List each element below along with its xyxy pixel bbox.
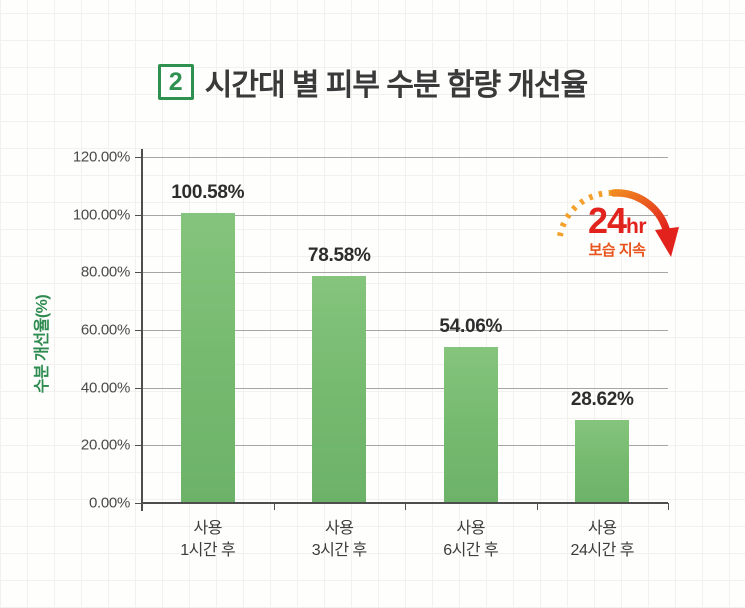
y-tick-label: 20.00% bbox=[80, 436, 130, 454]
y-tick-label: 120.00% bbox=[72, 148, 130, 166]
bar-4 bbox=[575, 420, 630, 503]
x-axis bbox=[141, 502, 668, 504]
y-tick-label: 0.00% bbox=[88, 494, 130, 512]
y-tick-label: 60.00% bbox=[80, 321, 130, 339]
x-axis-tick bbox=[405, 503, 406, 510]
x-category-label: 사용 1시간 후 bbox=[180, 520, 236, 559]
x-axis-tick bbox=[273, 503, 275, 510]
gridline-80 bbox=[142, 272, 668, 274]
24hr-badge-text: 24hr 보습 지속 bbox=[548, 203, 686, 260]
x-category-label: 사용 6시간 후 bbox=[443, 520, 499, 559]
bar-2 bbox=[312, 276, 367, 503]
24hr-moisture-badge: 24hr 보습 지속 bbox=[548, 184, 696, 270]
y-axis-tick bbox=[135, 157, 142, 158]
x-axis-tick bbox=[668, 503, 669, 510]
y-axis-tick bbox=[135, 330, 142, 331]
bar-1 bbox=[180, 212, 235, 503]
gridline-100 bbox=[142, 214, 668, 216]
gridline-120 bbox=[142, 157, 668, 158]
page-title: 시간대 별 피부 수분 함량 개선율 bbox=[204, 69, 588, 102]
bar-3 bbox=[443, 347, 498, 503]
y-axis-tick bbox=[135, 387, 142, 389]
bar-value-label: 54.06% bbox=[439, 316, 503, 338]
bar-value-label: 28.62% bbox=[570, 389, 634, 411]
y-axis-tick bbox=[135, 272, 142, 274]
x-axis-tick bbox=[536, 503, 538, 510]
bar-value-label: 78.58% bbox=[307, 245, 371, 267]
page-title-row: 2 시간대 별 피부 수분 함량 개선율 bbox=[0, 60, 745, 104]
y-tick-label: 40.00% bbox=[80, 379, 130, 397]
y-axis bbox=[141, 149, 143, 511]
bar-value-label: 100.58% bbox=[171, 181, 245, 203]
y-axis-tick bbox=[135, 214, 142, 216]
x-category-label: 사용 24시간 후 bbox=[570, 520, 635, 559]
24hr-unit: hr bbox=[626, 215, 647, 238]
y-tick-label: 80.00% bbox=[80, 263, 130, 281]
gridline-20 bbox=[142, 445, 668, 447]
gridline-60 bbox=[142, 330, 668, 331]
24hr-arc-arrow-icon bbox=[557, 189, 679, 257]
24hr-number: 24 bbox=[587, 200, 627, 241]
gridline-40 bbox=[142, 387, 668, 389]
y-axis-tick bbox=[135, 445, 142, 447]
24hr-caption: 보습 지속 bbox=[588, 242, 646, 259]
y-tick-label: 100.00% bbox=[72, 206, 130, 224]
y-axis-title: 수분 개선율(%) bbox=[34, 294, 51, 394]
y-axis-tick bbox=[135, 503, 142, 504]
x-category-label: 사용 3시간 후 bbox=[311, 520, 368, 559]
title-number-badge: 2 bbox=[157, 64, 194, 100]
